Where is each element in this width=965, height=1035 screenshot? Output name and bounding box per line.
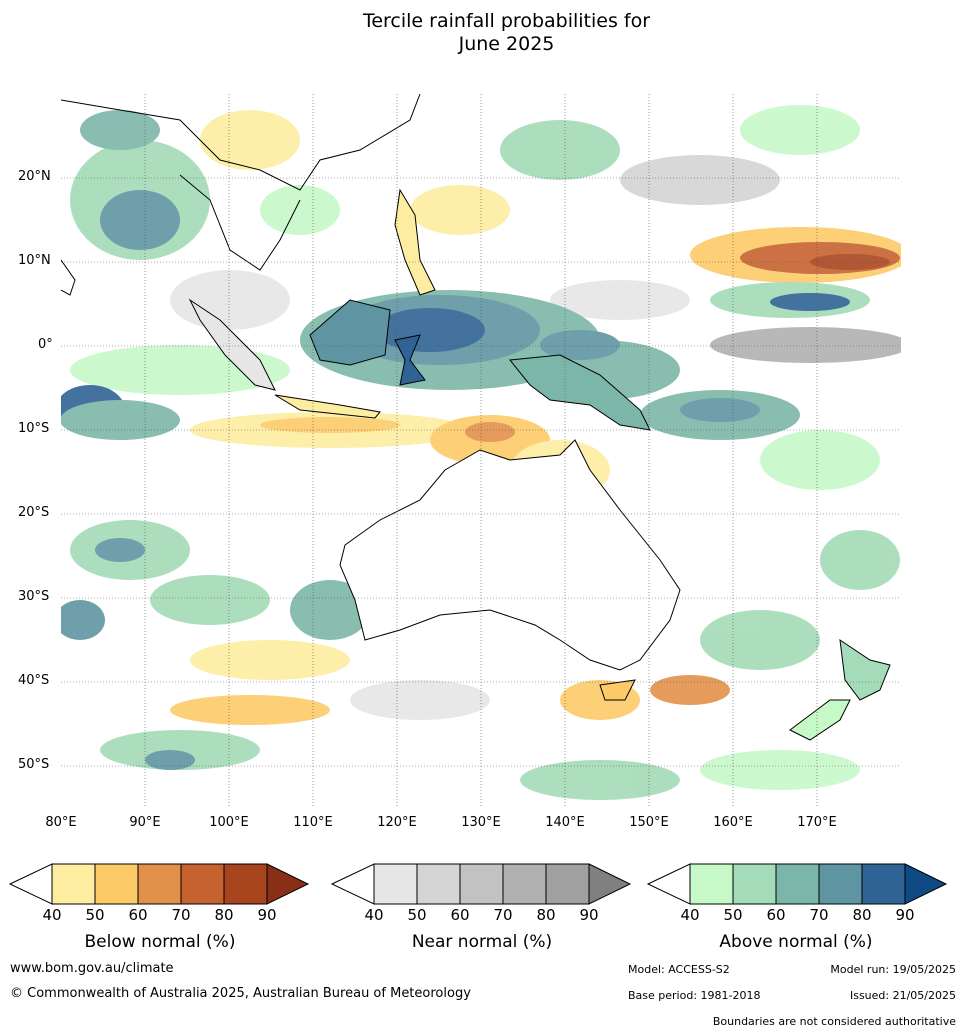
above-tick-60: 60 bbox=[766, 906, 786, 924]
near-tick-80: 80 bbox=[536, 906, 556, 924]
lat-label-0: 0° bbox=[38, 337, 53, 352]
below-swatch-50-60 bbox=[94, 863, 139, 905]
lon-label-160e: 160°E bbox=[713, 815, 753, 830]
probability-field bbox=[61, 94, 901, 806]
above-tick-40: 40 bbox=[680, 906, 700, 924]
lat-label-20s: 20°S bbox=[18, 505, 50, 520]
near-swatch-50-60 bbox=[416, 863, 461, 905]
below-tick-60: 60 bbox=[128, 906, 148, 924]
lat-label-30s: 30°S bbox=[18, 589, 50, 604]
near-swatch-40-50 bbox=[373, 863, 418, 905]
lon-label-120e: 120°E bbox=[377, 815, 417, 830]
above-swatch-under bbox=[646, 863, 691, 905]
lon-label-150e: 150°E bbox=[629, 815, 669, 830]
above-swatch-over bbox=[904, 863, 948, 905]
map-title: Tercile rainfall probabilities for June … bbox=[0, 10, 965, 56]
lon-label-170e: 170°E bbox=[797, 815, 837, 830]
below-swatch-80-90 bbox=[223, 863, 268, 905]
lat-label-10s: 10°S bbox=[18, 421, 50, 436]
above-tick-80: 80 bbox=[852, 906, 872, 924]
lat-label-10n: 10°N bbox=[18, 253, 51, 268]
lon-label-140e: 140°E bbox=[545, 815, 585, 830]
near-tick-70: 70 bbox=[493, 906, 513, 924]
lon-label-80e: 80°E bbox=[45, 815, 77, 830]
below-swatch-40-50 bbox=[51, 863, 96, 905]
lon-label-130e: 130°E bbox=[461, 815, 501, 830]
lat-label-40s: 40°S bbox=[18, 673, 50, 688]
title-line-2: June 2025 bbox=[458, 33, 555, 55]
below-swatch-60-70 bbox=[137, 863, 182, 905]
boundaries-disclaimer: Boundaries are not considered authoritat… bbox=[712, 1015, 956, 1028]
above-tick-50: 50 bbox=[723, 906, 743, 924]
near-swatch-under bbox=[330, 863, 375, 905]
above-normal-colorbar bbox=[646, 863, 948, 905]
website-link[interactable]: www.bom.gov.au/climate bbox=[10, 961, 174, 976]
below-swatch-under bbox=[8, 863, 53, 905]
below-normal-colorbar bbox=[8, 863, 310, 905]
below-swatch-over bbox=[266, 863, 310, 905]
above-normal-title: Above normal (%) bbox=[719, 932, 873, 952]
near-normal-title: Near normal (%) bbox=[411, 932, 553, 952]
below-tick-70: 70 bbox=[171, 906, 191, 924]
near-tick-50: 50 bbox=[407, 906, 427, 924]
base-period: Base period: 1981-2018 bbox=[628, 989, 761, 1002]
issued-date: Issued: 21/05/2025 bbox=[849, 989, 956, 1002]
model-name: Model: ACCESS-S2 bbox=[628, 963, 730, 976]
lat-label-50s: 50°S bbox=[18, 757, 50, 772]
near-normal-colorbar bbox=[330, 863, 632, 905]
below-tick-40: 40 bbox=[42, 906, 62, 924]
near-tick-40: 40 bbox=[364, 906, 384, 924]
above-swatch-80-90 bbox=[861, 863, 906, 905]
near-swatch-over bbox=[588, 863, 632, 905]
lon-label-100e: 100°E bbox=[209, 815, 249, 830]
graticule bbox=[61, 94, 901, 806]
model-run-date: Model run: 19/05/2025 bbox=[830, 963, 956, 976]
above-swatch-70-80 bbox=[818, 863, 863, 905]
above-tick-70: 70 bbox=[809, 906, 829, 924]
near-swatch-70-80 bbox=[502, 863, 547, 905]
below-tick-50: 50 bbox=[85, 906, 105, 924]
lon-label-90e: 90°E bbox=[129, 815, 161, 830]
copyright-notice: © Commonwealth of Australia 2025, Austra… bbox=[10, 986, 471, 1001]
near-swatch-80-90 bbox=[545, 863, 590, 905]
near-tick-60: 60 bbox=[450, 906, 470, 924]
below-swatch-70-80 bbox=[180, 863, 225, 905]
lon-label-110e: 110°E bbox=[293, 815, 333, 830]
below-normal-title: Below normal (%) bbox=[84, 932, 236, 952]
above-tick-90: 90 bbox=[895, 906, 915, 924]
above-swatch-40-50 bbox=[689, 863, 734, 905]
near-tick-90: 90 bbox=[579, 906, 599, 924]
above-swatch-50-60 bbox=[732, 863, 777, 905]
lat-label-20n: 20°N bbox=[18, 169, 51, 184]
near-swatch-60-70 bbox=[459, 863, 504, 905]
title-line-1: Tercile rainfall probabilities for bbox=[362, 10, 651, 32]
below-tick-80: 80 bbox=[214, 906, 234, 924]
above-swatch-60-70 bbox=[775, 863, 820, 905]
below-tick-90: 90 bbox=[257, 906, 277, 924]
